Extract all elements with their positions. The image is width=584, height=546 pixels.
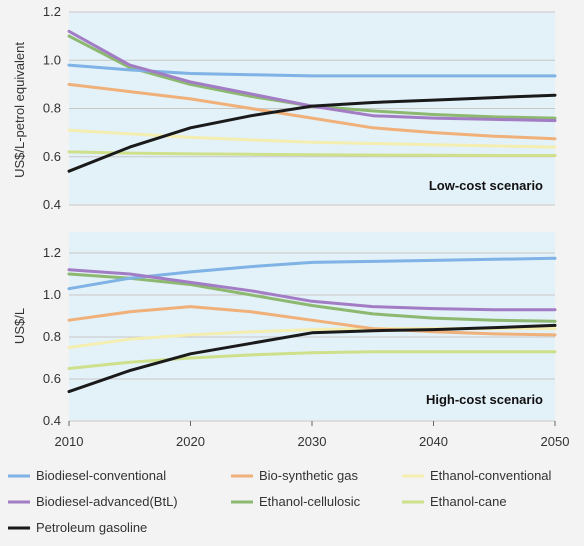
series-line-biodiesel-advanced-btl- <box>67 268 557 312</box>
y-tick-label: 0.8 <box>43 329 61 344</box>
series-line-bio-synthetic-gas <box>67 305 557 337</box>
y-tick-label: 0.8 <box>43 101 61 116</box>
x-tick-label: 2040 <box>419 434 448 449</box>
legend-label: Biodiesel-advanced(BtL) <box>36 494 178 509</box>
legend-label: Ethanol-cellulosic <box>259 494 361 509</box>
y-tick-label: 1.2 <box>43 4 61 19</box>
y-tick-label: 1.0 <box>43 287 61 302</box>
series-line-bio-synthetic-gas <box>67 82 557 141</box>
legend-item: Petroleum gasoline <box>8 520 147 535</box>
legend-item: Ethanol-conventional <box>402 468 552 483</box>
series-line-ethanol-conventional <box>67 128 557 149</box>
bottom-panel: 0.4 0.6 0.8 1.0 1.2 2010 2020 2030 2040 2050 US$… <box>12 232 569 449</box>
legend-label: Ethanol-cane <box>430 494 507 509</box>
x-tick-label: 2050 <box>541 434 570 449</box>
x-tick-label: 2010 <box>55 434 84 449</box>
y-tick-label: 0.6 <box>43 371 61 386</box>
x-tick-label: 2030 <box>298 434 327 449</box>
y-tick-label: 0.4 <box>43 197 61 212</box>
y-tick-label: 0.4 <box>43 413 61 428</box>
series-line-petroleum-gasoline <box>67 93 557 173</box>
legend-item: Biodiesel-advanced(BtL) <box>8 494 178 509</box>
top-y-axis-label: US$/L-petrol equivalent <box>12 42 27 178</box>
top-y-ticks: 0.4 0.6 0.8 1.0 1.2 <box>43 4 61 212</box>
top-panel: 0.40.60.81.01.2 US$/L-petrol equivalent … <box>12 4 557 212</box>
bottom-x-ticks: 2010 2020 2030 2040 2050 <box>55 421 570 449</box>
legend-label: Petroleum gasoline <box>36 520 147 535</box>
bottom-y-axis-label: US$/L <box>12 308 27 344</box>
y-tick-label: 0.6 <box>43 149 61 164</box>
legend-label: Ethanol-conventional <box>430 468 552 483</box>
series-line-ethanol-cane <box>67 350 557 370</box>
x-tick-label: 2020 <box>176 434 205 449</box>
legend-item: Bio-synthetic gas <box>231 468 358 483</box>
y-tick-label: 1.0 <box>43 52 61 67</box>
legend: Biodiesel-conventional Bio-synthetic gas E… <box>8 468 552 535</box>
top-gridlines <box>69 11 555 206</box>
top-series-lines <box>67 29 557 173</box>
bottom-y-ticks: 0.4 0.6 0.8 1.0 1.2 <box>43 245 61 428</box>
legend-label: Biodiesel-conventional <box>36 468 166 483</box>
bottom-scenario-label: High-cost scenario <box>426 392 543 407</box>
series-line-petroleum-gasoline <box>67 323 557 394</box>
top-scenario-label: Low-cost scenario <box>429 178 543 193</box>
bottom-series-lines <box>67 256 557 394</box>
legend-item: Ethanol-cane <box>402 494 507 509</box>
legend-item: Biodiesel-conventional <box>8 468 166 483</box>
legend-item: Ethanol-cellulosic <box>231 494 361 509</box>
series-line-ethanol-cane <box>67 150 557 157</box>
y-tick-label: 1.2 <box>43 245 61 260</box>
series-line-ethanol-cellulosic <box>67 272 557 323</box>
legend-label: Bio-synthetic gas <box>259 468 358 483</box>
